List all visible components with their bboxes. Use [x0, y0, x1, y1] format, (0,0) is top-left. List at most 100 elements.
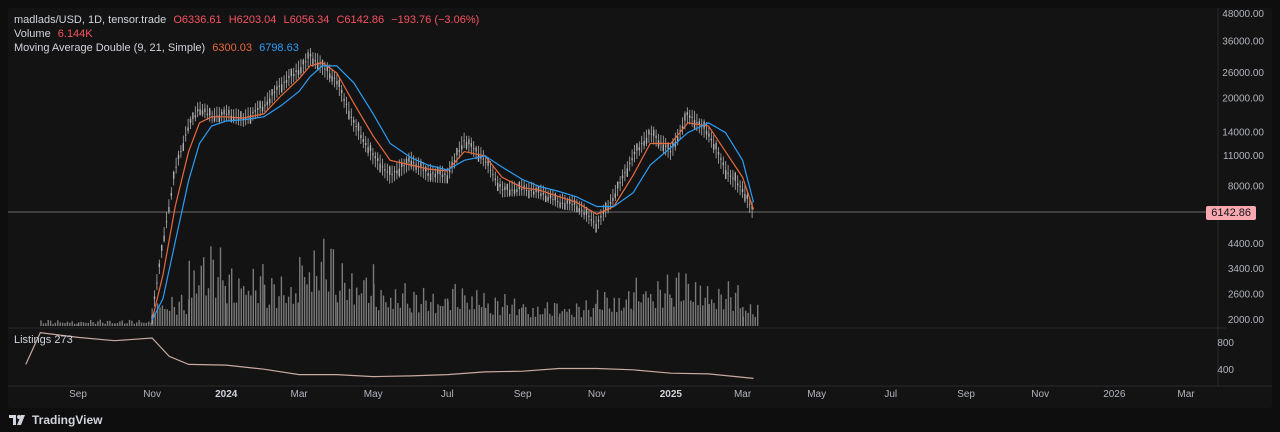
volume-bar: [344, 282, 346, 326]
candle-body: [413, 162, 415, 164]
candle-body: [209, 108, 211, 116]
candle-body: [245, 118, 247, 120]
volume-bar: [513, 298, 516, 326]
candle-body: [720, 158, 722, 160]
volume-bar: [404, 283, 406, 326]
volume-bar: [690, 300, 692, 326]
volume-bar: [240, 288, 242, 326]
volume-bar: [415, 294, 418, 326]
candle-body: [357, 123, 360, 131]
ma-legend[interactable]: Moving Average Double (9, 21, Simple) 63…: [14, 42, 303, 54]
candle-body: [470, 143, 473, 147]
volume-bar: [406, 303, 409, 326]
volume-bar: [742, 316, 744, 326]
volume-bar: [203, 257, 205, 326]
volume-bar: [69, 322, 71, 326]
ma-fast-value: 6300.03: [212, 42, 253, 54]
volume-bar: [590, 316, 592, 326]
symbol-legend[interactable]: madlads/USD, 1D, tensor.trade O6336.61 H…: [14, 14, 483, 26]
time-axis-tick-label: Mar: [290, 389, 308, 400]
volume-bar: [224, 285, 226, 326]
candle-body: [309, 53, 312, 57]
volume-bar: [749, 304, 752, 326]
volume-bar: [539, 314, 541, 326]
candle-body: [533, 191, 535, 195]
volume-bar: [708, 304, 710, 326]
ma-slow-line: [151, 65, 755, 321]
candle-body: [439, 169, 441, 175]
candle-body: [365, 143, 367, 145]
candle-body: [744, 193, 746, 202]
volume-bar: [402, 293, 404, 326]
volume-legend[interactable]: Volume 6.144K: [14, 28, 97, 40]
volume-bar: [587, 309, 590, 326]
volume-bar: [154, 313, 156, 326]
volume-bar: [268, 304, 271, 326]
candle-body: [669, 151, 672, 153]
candle-body: [749, 203, 751, 205]
volume-bar: [318, 290, 320, 326]
candle-body: [626, 168, 629, 177]
candle-body: [254, 110, 257, 112]
volume-bar: [200, 265, 202, 326]
candle-body: [497, 182, 499, 192]
price-axis-tick-label: 2600.00: [1228, 290, 1265, 301]
volume-bar: [295, 293, 297, 326]
time-axis-tick-label: Mar: [1177, 389, 1195, 400]
volume-bar: [235, 302, 238, 326]
candle-body: [189, 118, 192, 123]
candle-body: [506, 184, 509, 190]
volume-bar: [573, 317, 575, 326]
candle-body: [547, 196, 549, 201]
candle-body: [679, 129, 681, 132]
volume-bar: [80, 321, 82, 326]
candle-body: [717, 152, 720, 155]
time-axis-tick-label: 2026: [1103, 389, 1126, 400]
volume-bar: [228, 274, 230, 326]
volume-bar: [313, 250, 315, 326]
volume-bar: [348, 288, 351, 326]
volume-bar: [121, 320, 123, 326]
candle-body: [689, 115, 691, 118]
candle-body: [552, 199, 554, 201]
candle-body: [667, 142, 669, 150]
volume-bar: [511, 304, 513, 326]
volume-bar: [215, 297, 217, 326]
volume-bar: [606, 297, 608, 326]
volume-bar: [518, 309, 520, 326]
volume-bar: [551, 315, 553, 326]
volume-bar: [487, 303, 489, 326]
volume-bar: [563, 309, 566, 326]
volume-bar: [642, 294, 645, 326]
volume-bar: [207, 288, 210, 326]
volume-bar: [720, 294, 722, 326]
candle-body: [177, 154, 180, 160]
chart-canvas[interactable]: 48000.00 36000.00 26000.00 20000.00 14000.00…: [8, 8, 1272, 408]
volume-bar: [478, 304, 480, 326]
candle-body: [665, 145, 667, 147]
volume-bar: [394, 289, 397, 326]
listings-legend[interactable]: Listings 273: [14, 334, 73, 346]
volume-bar: [657, 281, 659, 326]
tradingview-footer[interactable]: TradingView: [8, 410, 102, 430]
volume-bar: [420, 303, 422, 326]
candle-body: [240, 111, 242, 119]
candle-body: [713, 143, 715, 150]
candle-body: [516, 189, 518, 193]
candle-body: [698, 121, 701, 125]
price-axis-tick-label: 14000.00: [1222, 128, 1264, 139]
volume-bar: [640, 302, 642, 326]
time-axis-tick-label: Nov: [588, 389, 606, 400]
price-axis-tick-label: 20000.00: [1222, 93, 1264, 104]
volume-bar: [645, 291, 647, 326]
candle-body: [482, 158, 485, 160]
volume-bar: [262, 264, 264, 326]
volume-bar: [476, 290, 478, 326]
candle-body: [355, 126, 357, 128]
volume-bar: [140, 322, 143, 326]
time-axis-tick-label: Sep: [957, 389, 975, 400]
candle-body: [331, 75, 333, 82]
volume-bar: [143, 322, 145, 326]
volume-bar: [233, 302, 235, 326]
candle-body: [302, 60, 305, 65]
